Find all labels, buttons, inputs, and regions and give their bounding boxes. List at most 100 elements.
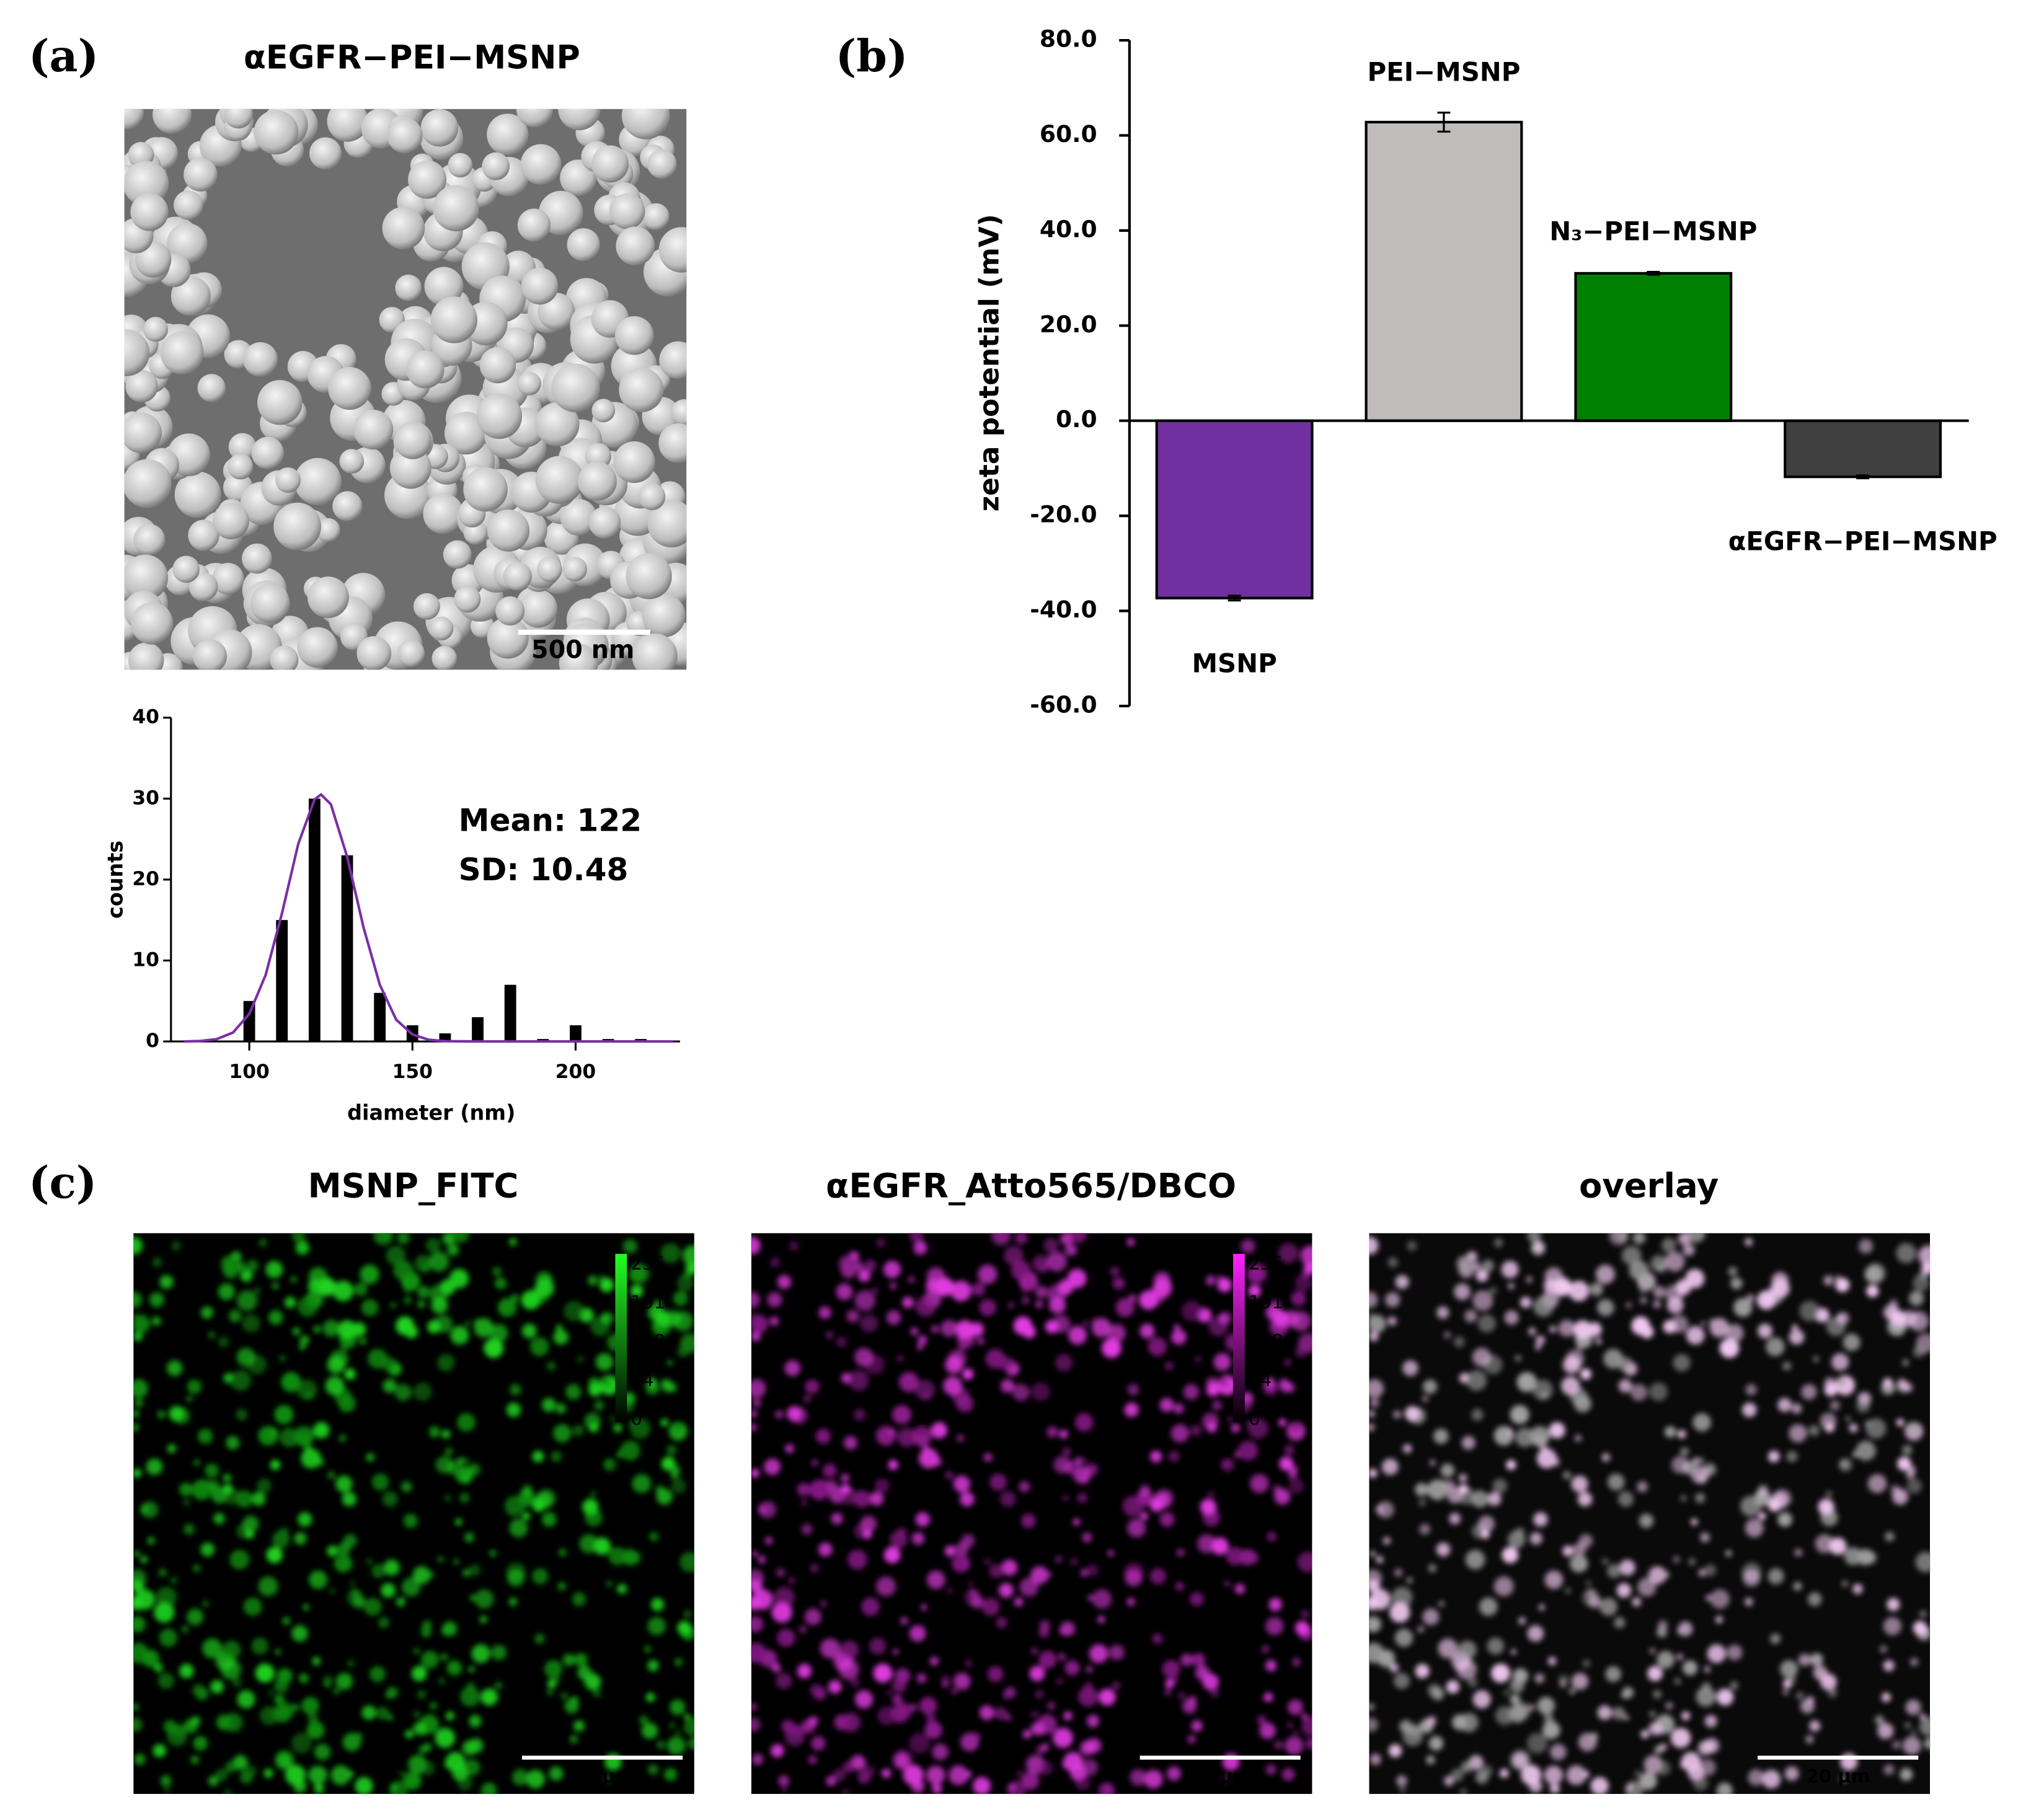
blob <box>1170 1424 1190 1442</box>
blob <box>1579 1534 1593 1548</box>
blob <box>1566 1765 1586 1785</box>
blob <box>771 1602 792 1623</box>
blob <box>381 1583 396 1598</box>
blob <box>141 1501 159 1519</box>
blob <box>883 1260 901 1278</box>
blob <box>1745 1597 1753 1606</box>
blob <box>996 1617 1007 1628</box>
blob <box>549 1766 564 1781</box>
blob <box>1089 1644 1108 1663</box>
blob <box>1825 1491 1833 1498</box>
blob <box>1653 1300 1661 1309</box>
blob <box>1422 1395 1428 1402</box>
blob <box>192 1564 201 1573</box>
blob <box>903 1764 924 1785</box>
blob <box>751 1579 763 1593</box>
blob <box>313 1422 330 1439</box>
blob <box>1406 1577 1413 1584</box>
blob <box>1565 1588 1571 1594</box>
blob <box>1369 1313 1375 1320</box>
blob <box>1056 1677 1063 1685</box>
blob <box>1139 1323 1155 1338</box>
blob <box>670 1699 686 1715</box>
blob <box>1511 1649 1516 1654</box>
blob <box>572 1425 584 1436</box>
blob <box>555 1403 567 1414</box>
blob <box>281 1372 301 1392</box>
particle <box>621 108 670 139</box>
blob <box>1247 1263 1268 1284</box>
blob <box>1637 1578 1657 1597</box>
blob <box>892 1694 903 1705</box>
blob <box>916 1434 929 1447</box>
blob <box>1303 1261 1312 1274</box>
blob <box>1247 1418 1268 1439</box>
colorbar-label: 128 <box>631 1330 665 1351</box>
scale-bar-label: 500 nm <box>531 636 634 665</box>
blob <box>897 1355 904 1362</box>
particle <box>613 441 655 484</box>
blob <box>466 1682 476 1691</box>
blob <box>1058 1279 1074 1295</box>
blob <box>335 1672 353 1690</box>
blob <box>686 1261 694 1274</box>
blob <box>1829 1537 1847 1555</box>
blob <box>764 1458 781 1475</box>
blob <box>1705 1594 1712 1601</box>
blob <box>781 1787 788 1793</box>
blob <box>376 1707 390 1720</box>
blob <box>1913 1620 1927 1635</box>
image-title: MSNP_FITC <box>308 1166 519 1205</box>
blob <box>495 1277 507 1290</box>
colorbar <box>1233 1253 1245 1423</box>
blob <box>1508 1531 1526 1548</box>
blob <box>270 1460 281 1470</box>
particle <box>124 554 169 601</box>
blob <box>1035 1286 1048 1299</box>
blob <box>1839 1774 1848 1783</box>
blob <box>1472 1348 1492 1367</box>
blob <box>1408 1724 1421 1737</box>
blob <box>1748 1769 1764 1786</box>
blob <box>403 1513 418 1528</box>
blob <box>1590 1733 1598 1741</box>
blob <box>133 1596 144 1610</box>
blob <box>1472 1290 1493 1311</box>
blob <box>1844 1547 1862 1565</box>
blob <box>401 1578 421 1597</box>
particle <box>197 374 226 402</box>
blob <box>1603 1348 1624 1369</box>
blob <box>606 1580 613 1587</box>
particle <box>408 160 447 199</box>
blob <box>1896 1243 1916 1263</box>
blob <box>588 1377 600 1389</box>
blob <box>1661 1237 1676 1253</box>
blob <box>317 1277 337 1296</box>
blob <box>751 1410 757 1418</box>
blob <box>553 1424 572 1442</box>
blob <box>1369 1410 1375 1418</box>
blob <box>940 1674 951 1685</box>
blob <box>1675 1279 1691 1295</box>
blob <box>1465 1550 1485 1570</box>
blob <box>1619 1559 1635 1576</box>
blob <box>1182 1699 1197 1714</box>
blob <box>1392 1410 1402 1419</box>
blob <box>133 1616 146 1633</box>
blob <box>673 1291 688 1306</box>
blob <box>1503 1689 1510 1696</box>
blob <box>1228 1416 1233 1422</box>
particle <box>170 276 211 316</box>
blob <box>337 1320 356 1339</box>
category-label: αEGFR−PEI−MSNP <box>1728 526 1998 556</box>
blob <box>1600 1597 1617 1616</box>
blob <box>1021 1772 1040 1790</box>
blob <box>1438 1638 1458 1659</box>
blob <box>314 1783 324 1794</box>
blob <box>509 1238 517 1246</box>
particle <box>316 518 340 542</box>
bar <box>439 1033 451 1042</box>
blob <box>675 1730 681 1736</box>
blob <box>222 1640 241 1659</box>
